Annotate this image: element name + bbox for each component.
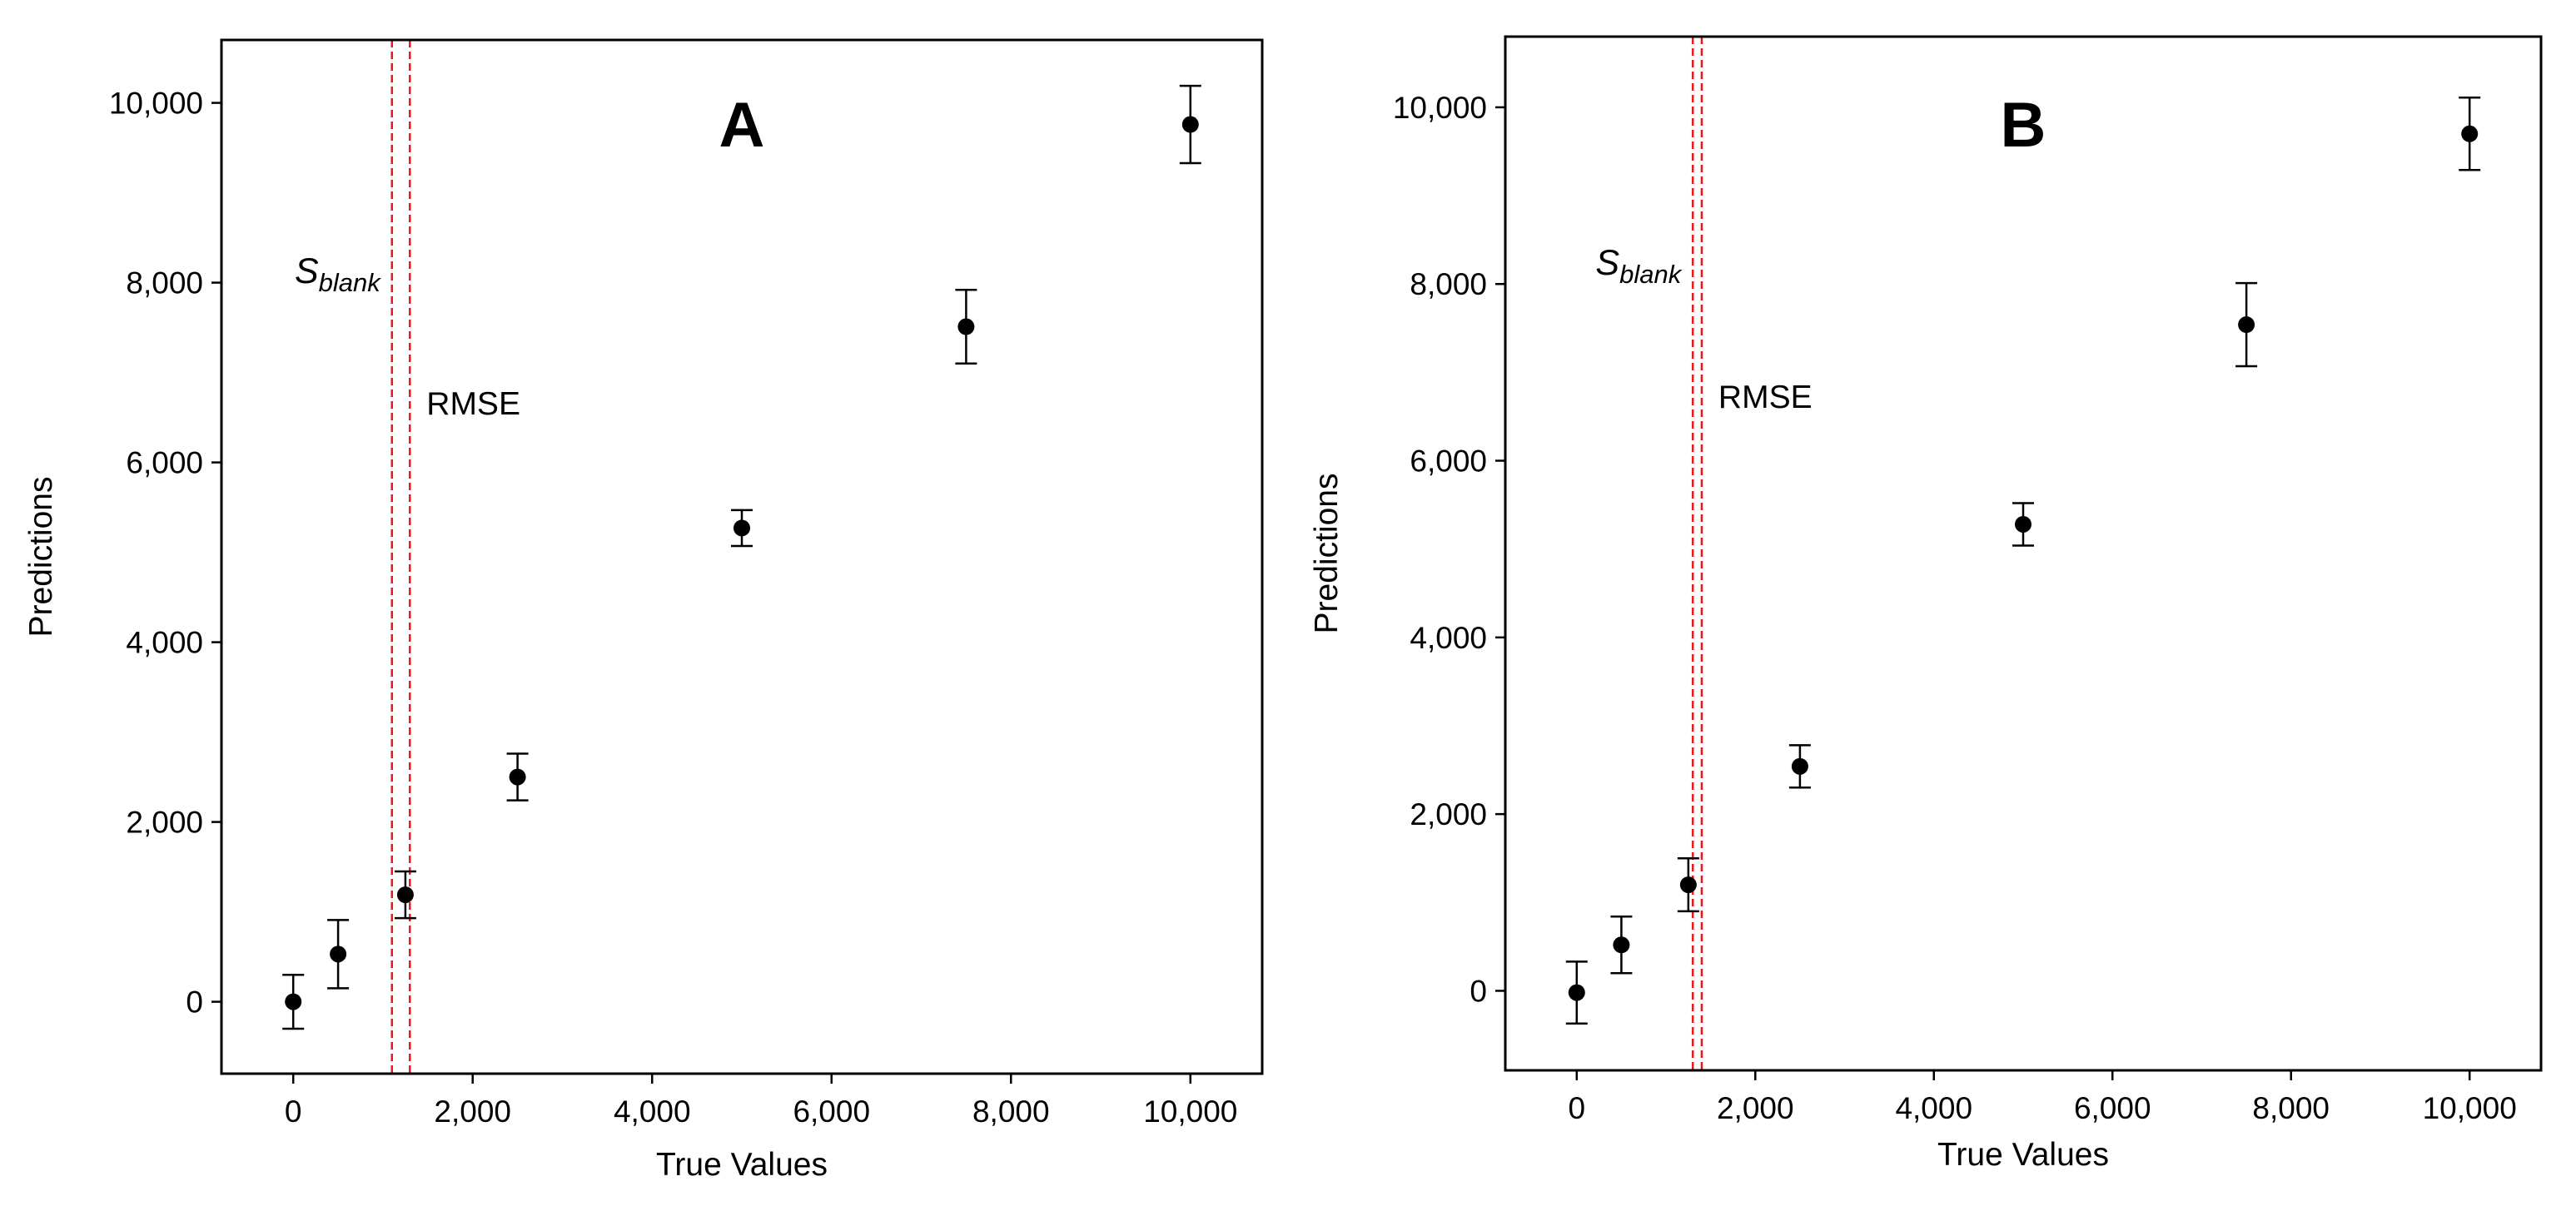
data-point: [509, 768, 526, 786]
data-point: [957, 318, 975, 335]
data-point: [1568, 984, 1585, 1001]
x-tick-label: 4,000: [1895, 1091, 1972, 1125]
data-point: [396, 886, 414, 904]
data-point: [1791, 757, 1808, 775]
x-tick-label: 4,000: [614, 1094, 691, 1129]
y-tick-label: 4,000: [126, 626, 203, 660]
y-tick-label: 8,000: [126, 266, 203, 300]
chart-panel-b: 0 2,000 4,000 6,000 8,000 10,000 0 2,000 4,000 6,…: [1309, 35, 2543, 1173]
y-tick-label: 6,000: [1410, 444, 1487, 479]
x-tick-label: 8,000: [2252, 1091, 2330, 1125]
data-point: [285, 993, 302, 1010]
plot-frame: [220, 38, 1264, 1075]
data-point: [1613, 936, 1630, 954]
y-tick-label: 0: [1470, 974, 1487, 1008]
y-tick-label: 8,000: [1410, 267, 1487, 301]
data-point: [1679, 876, 1697, 894]
y-tick-label: 10,000: [1393, 91, 1487, 125]
x-tick-label: 6,000: [793, 1094, 870, 1129]
y-tick-label: 6,000: [126, 446, 203, 480]
y-tick-label: 10,000: [109, 87, 203, 121]
x-axis-label: True Values: [1937, 1137, 2109, 1173]
y-tick-label: 4,000: [1410, 621, 1487, 655]
x-tick-label: 6,000: [2074, 1091, 2151, 1125]
data-point: [734, 519, 750, 537]
y-axis-label: Predictions: [1309, 474, 1345, 634]
x-tick-label: 0: [1569, 1091, 1586, 1125]
data-point: [2015, 515, 2031, 533]
x-tick-label: 2,000: [1717, 1091, 1794, 1125]
x-axis-label: True Values: [656, 1147, 828, 1183]
x-tick-label: 2,000: [434, 1094, 511, 1129]
x-tick-label: 8,000: [972, 1094, 1050, 1129]
data-point: [2461, 125, 2479, 142]
data-point: [1181, 116, 1199, 133]
panel-letter: B: [2001, 90, 2046, 161]
x-tick-label: 10,000: [2423, 1091, 2517, 1125]
data-point: [330, 945, 347, 963]
rmse-label: RMSE: [1718, 380, 1813, 415]
chart-panel-a: 0 2,000 4,000 6,000 8,000 10,000 0 2,000 4,000 6,…: [23, 38, 1264, 1183]
x-tick-label: 0: [285, 1094, 302, 1129]
plot-frame: [1504, 35, 2543, 1072]
data-point: [2238, 316, 2255, 334]
y-tick-label: 2,000: [1410, 797, 1487, 831]
rmse-label: RMSE: [426, 386, 520, 422]
y-tick-label: 2,000: [126, 806, 203, 840]
y-tick-label: 0: [186, 985, 203, 1020]
panel-letter: A: [719, 90, 765, 161]
x-tick-label: 10,000: [1143, 1094, 1237, 1129]
y-axis-label: Predictions: [23, 477, 59, 638]
